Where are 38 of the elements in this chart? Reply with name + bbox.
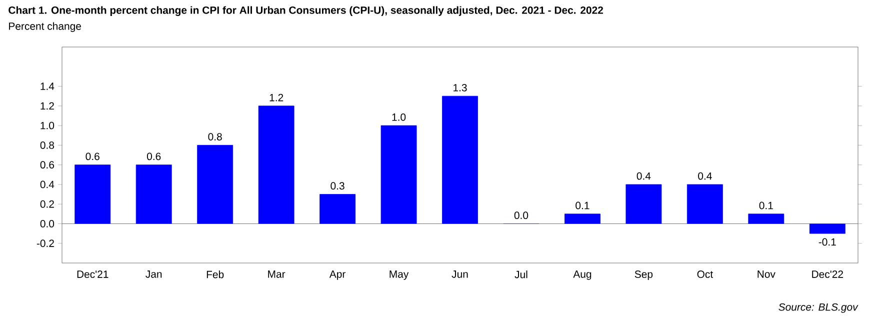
- y-tick-label: 0.6: [40, 161, 54, 169]
- y-tick-label: 0.8: [40, 141, 54, 149]
- x-tick-label: Dec'21: [77, 270, 108, 278]
- chart-title: Chart 1. One-month percent change in CPI for All Urban Consumers (CPI-U), seasonally adjusted, Dec. 2021 - Dec. 2022: [8, 6, 604, 16]
- x-tick-label: Apr: [329, 270, 346, 280]
- x-tick-label: Mar: [268, 270, 286, 278]
- data-label: 0.0: [514, 212, 528, 220]
- data-label: 1.3: [454, 84, 467, 92]
- y-tick-label: 0.0: [40, 220, 54, 228]
- x-tick-label: Sep: [634, 270, 653, 280]
- y-tick-label: 1.2: [40, 102, 54, 110]
- x-tick-label: Feb: [206, 270, 224, 278]
- data-label: 0.3: [330, 182, 344, 190]
- data-label: 0.8: [208, 133, 222, 140]
- y-tick-label: -0.2: [36, 240, 54, 248]
- x-tick-label: Dec'22: [812, 270, 843, 278]
- y-tick-label: 0.4: [40, 180, 54, 188]
- y-tick-label: 0.2: [40, 200, 54, 208]
- data-label: 0.6: [146, 152, 161, 160]
- y-tick-label: 1.4: [40, 82, 54, 90]
- text: Percent change: [9, 22, 81, 32]
- y-tick-label: 1.0: [40, 122, 54, 130]
- x-tick-label: Jan: [146, 270, 162, 278]
- data-label: 0.4: [636, 172, 651, 180]
- x-tick-label: Oct: [697, 270, 713, 278]
- x-tick-label: Aug: [573, 270, 592, 280]
- source-note: Source: BLS.gov: [778, 303, 858, 313]
- x-tick-label: Nov: [758, 270, 776, 278]
- x-tick-label: Jun: [452, 270, 468, 278]
- data-label: 0.1: [576, 202, 590, 210]
- data-label: 0.6: [86, 152, 100, 160]
- data-label: 0.4: [698, 172, 712, 180]
- x-tick-label: Jul: [514, 270, 528, 278]
- data-label: 0.1: [759, 202, 773, 210]
- data-label: 1.0: [392, 113, 406, 121]
- x-tick-label: May: [390, 270, 409, 280]
- data-label: -0.1: [818, 238, 836, 246]
- data-label: 1.2: [270, 94, 284, 102]
